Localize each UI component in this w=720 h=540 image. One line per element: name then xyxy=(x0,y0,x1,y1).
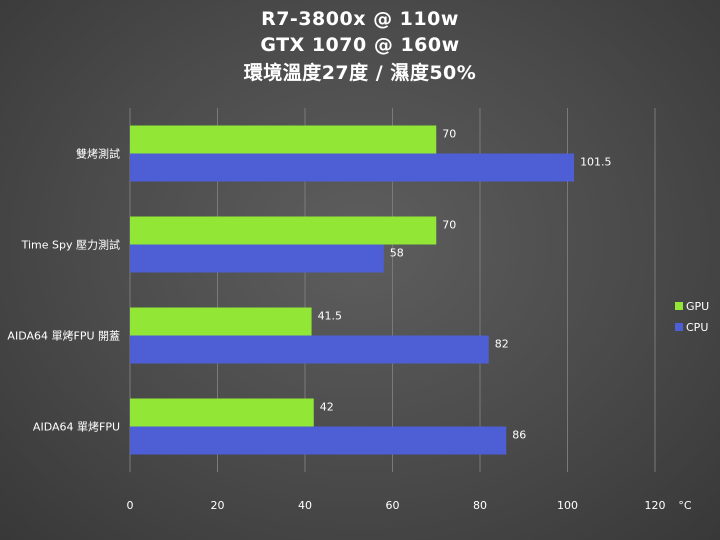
legend-swatch-gpu xyxy=(675,302,683,310)
legend-swatch-cpu xyxy=(675,323,683,331)
chart-title: R7-3800x @ 110w xyxy=(261,8,459,30)
chart-subtitle: GTX 1070 @ 160w xyxy=(260,34,460,56)
x-tick-label: 0 xyxy=(127,499,134,512)
x-tick-label: 60 xyxy=(386,499,400,512)
data-label-gpu: 41.5 xyxy=(318,310,343,323)
data-label-gpu: 70 xyxy=(442,128,456,141)
data-label-cpu: 86 xyxy=(512,429,526,442)
chart-subtitle-conditions: 環境溫度27度 / 濕度50% xyxy=(243,62,477,84)
data-label-cpu: 82 xyxy=(495,338,509,351)
bar-cpu-3 xyxy=(130,426,507,455)
bar-cpu-1 xyxy=(130,244,384,273)
bar-gpu-2 xyxy=(130,307,312,336)
legend: GPU CPU xyxy=(675,300,709,334)
category-label: AIDA64 單烤FPU 開蓋 xyxy=(7,329,120,343)
x-unit-label: °C xyxy=(678,499,692,512)
data-label-cpu: 101.5 xyxy=(580,156,612,169)
category-label: AIDA64 單烤FPU xyxy=(33,420,120,434)
x-tick-label: 40 xyxy=(298,499,312,512)
data-label-gpu: 42 xyxy=(320,401,334,414)
labels: 0 20 40 60 80 100 120 °C 70 101.5 雙烤測試 70 58 Time Spy… xyxy=(7,128,691,513)
x-tick-label: 80 xyxy=(473,499,487,512)
category-label: 雙烤測試 xyxy=(76,147,120,161)
category-label: Time Spy 壓力測試 xyxy=(21,238,120,252)
bar-cpu-2 xyxy=(130,335,489,364)
x-tick-label: 20 xyxy=(211,499,225,512)
chart-titles: R7-3800x @ 110w GTX 1070 @ 160w 環境溫度27度 … xyxy=(0,6,720,86)
legend-label-cpu: CPU xyxy=(686,321,708,334)
bar-gpu-3 xyxy=(130,398,314,427)
data-label-cpu: 58 xyxy=(390,247,404,260)
x-tick-label: 120 xyxy=(645,499,666,512)
bar-gpu-1 xyxy=(130,216,437,245)
bar-gpu-0 xyxy=(130,125,437,154)
x-tick-label: 100 xyxy=(557,499,578,512)
legend-label-gpu: GPU xyxy=(686,300,709,313)
bars xyxy=(130,125,575,455)
data-label-gpu: 70 xyxy=(442,219,456,232)
bar-cpu-0 xyxy=(130,153,575,182)
